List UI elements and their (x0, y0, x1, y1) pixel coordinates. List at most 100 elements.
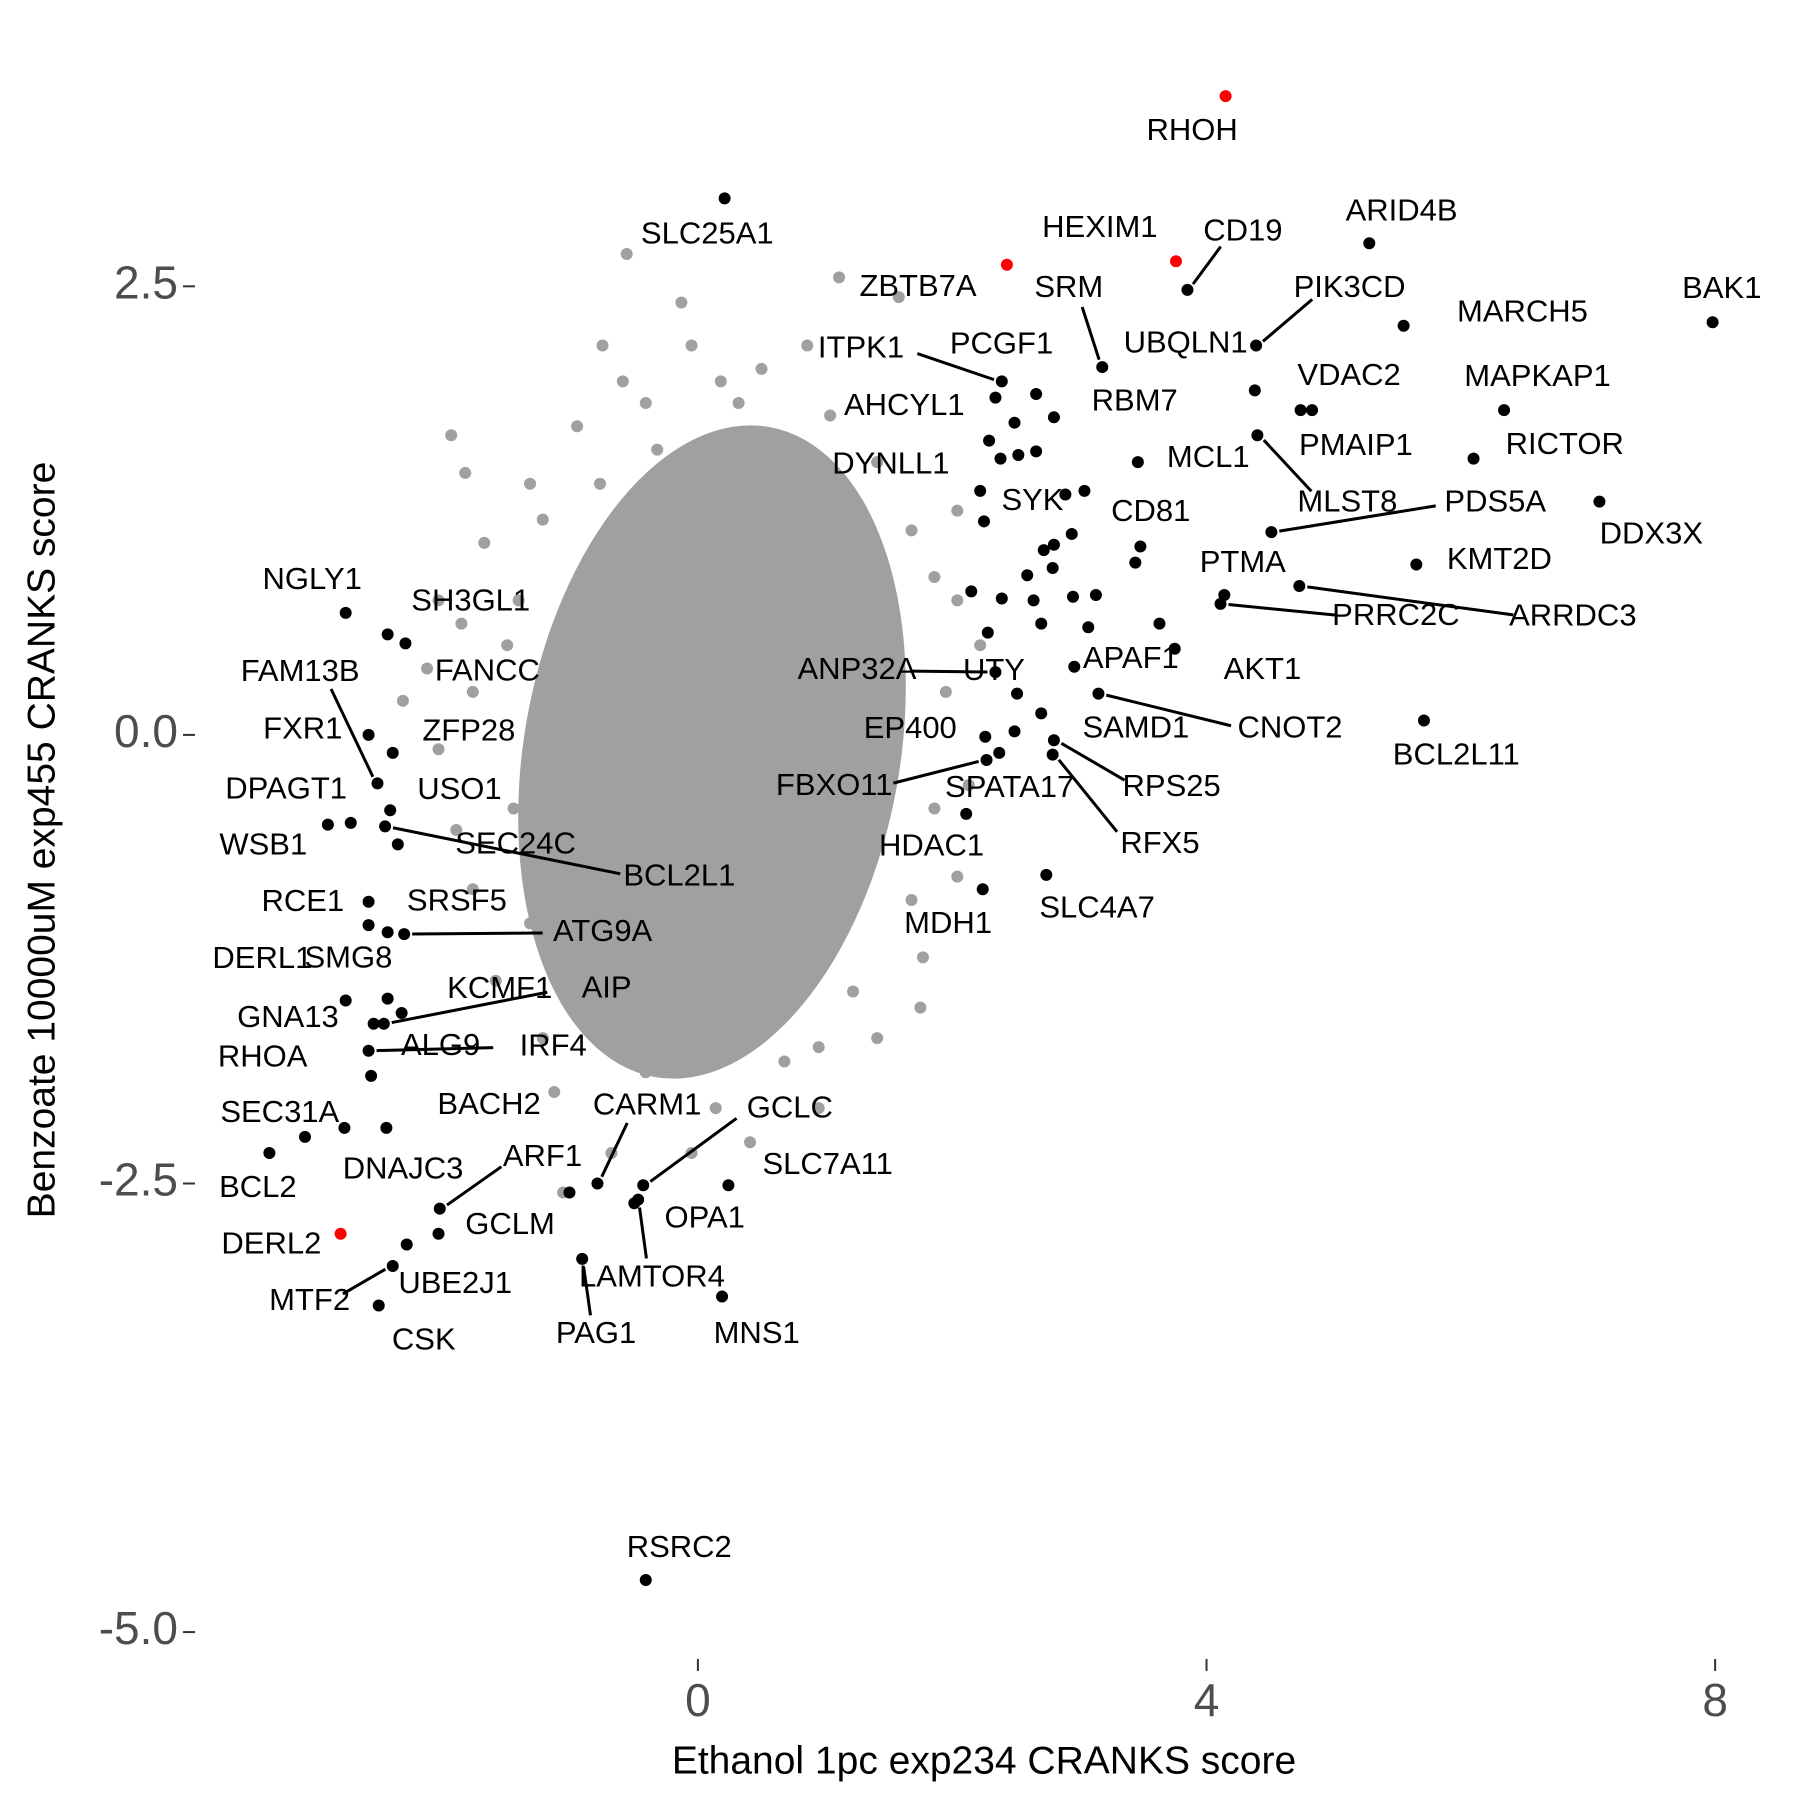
point (1306, 404, 1319, 417)
point (432, 1227, 445, 1240)
point (591, 1177, 604, 1190)
point-label: FANCC (435, 652, 540, 687)
point-label: PIK3CD (1294, 269, 1406, 304)
point (1000, 258, 1013, 271)
point (616, 375, 629, 388)
leader-line (892, 759, 980, 785)
point (1363, 237, 1376, 250)
point-label: BCL2 (219, 1169, 297, 1204)
point-label: PAG1 (556, 1315, 636, 1350)
point (1129, 556, 1142, 569)
point-label: UBE2J1 (398, 1265, 512, 1300)
point-label: SLC4A7 (1039, 890, 1154, 925)
point (377, 1017, 390, 1030)
point (871, 456, 884, 469)
point-label: DYNLL1 (832, 446, 949, 481)
point (755, 362, 768, 375)
point (965, 585, 978, 598)
point (379, 820, 392, 833)
point (962, 779, 975, 792)
point (1170, 255, 1183, 268)
point-label: SRSF5 (407, 882, 507, 917)
point (512, 594, 525, 607)
point (386, 746, 399, 759)
point (1153, 617, 1166, 630)
point-label: MARCH5 (1457, 293, 1588, 328)
point (433, 1202, 446, 1215)
point-label: SAMD1 (1082, 710, 1189, 745)
point (801, 339, 814, 352)
leader-line (582, 1266, 592, 1316)
point (1293, 579, 1306, 592)
point-label: GCLC (747, 1089, 833, 1124)
point-label: ANP32A (798, 651, 917, 686)
point (1265, 526, 1278, 539)
point-label: UTY (963, 652, 1025, 687)
point (1082, 621, 1095, 634)
point (833, 271, 846, 284)
point (571, 1008, 584, 1021)
point-label: FBXO11 (776, 767, 893, 802)
point-label: ARRDC3 (1509, 597, 1636, 632)
point (989, 391, 1002, 404)
point (1037, 544, 1050, 557)
point-label: AIP (582, 969, 632, 1004)
point (1498, 404, 1511, 417)
point (714, 375, 727, 388)
point (722, 1179, 735, 1192)
point (1218, 588, 1231, 601)
point (1134, 540, 1147, 553)
leader-line (1080, 306, 1101, 361)
point-label: BCL2L1 (623, 857, 735, 892)
point-label: MLST8 (1297, 484, 1397, 519)
point (1417, 714, 1430, 727)
point-label: PCGF1 (950, 326, 1053, 361)
label-layer: SLC25A1 ARID4B BAK1 CD19 SRM PIK3CD MARCH5 UBQL… (212, 112, 1761, 1564)
point-label: BACH2 (437, 1086, 540, 1121)
point-label: WSB1 (219, 827, 307, 862)
point-label: MNS1 (714, 1315, 800, 1350)
point (651, 443, 664, 456)
point (478, 536, 491, 549)
point (338, 1121, 351, 1134)
point-label: RBM7 (1092, 382, 1178, 417)
point (847, 985, 860, 998)
point (371, 777, 384, 790)
leader-line (600, 1122, 629, 1178)
leader-line (916, 352, 995, 382)
leader-line (649, 1117, 738, 1183)
point-label: RICTOR (1506, 426, 1624, 461)
point-label: CD81 (1111, 493, 1190, 528)
point (432, 743, 445, 756)
point-label: OPA1 (665, 1200, 745, 1235)
point (976, 883, 989, 896)
point (892, 291, 905, 304)
point (596, 339, 609, 352)
point-label: ITPK1 (818, 329, 904, 364)
point-label: SLC25A1 (641, 216, 774, 251)
point (1030, 387, 1043, 400)
point-label: ATG9A (553, 913, 653, 948)
point (1219, 90, 1232, 103)
point-label: RCE1 (261, 883, 344, 918)
point (685, 339, 698, 352)
point-label: LAMTOR4 (579, 1258, 725, 1293)
point-label: AKT1 (1224, 651, 1302, 686)
point (675, 296, 688, 309)
point-label: CD19 (1203, 212, 1282, 247)
y-axis-title: Benzoate 10000uM exp455 CRANKS score (20, 462, 63, 1219)
leader-line (329, 688, 375, 778)
point-label: SMG8 (304, 940, 392, 975)
point (1706, 316, 1719, 329)
point (381, 926, 394, 939)
point (939, 685, 952, 698)
y-tick-label: -2.5 (99, 1154, 178, 1206)
point (1248, 384, 1261, 397)
leader-line (1060, 741, 1126, 782)
leader-line (391, 990, 548, 1025)
point-label: SLC7A11 (762, 1146, 892, 1181)
point (744, 1136, 757, 1149)
point (398, 928, 411, 941)
point (637, 1179, 650, 1192)
point (1046, 748, 1059, 761)
